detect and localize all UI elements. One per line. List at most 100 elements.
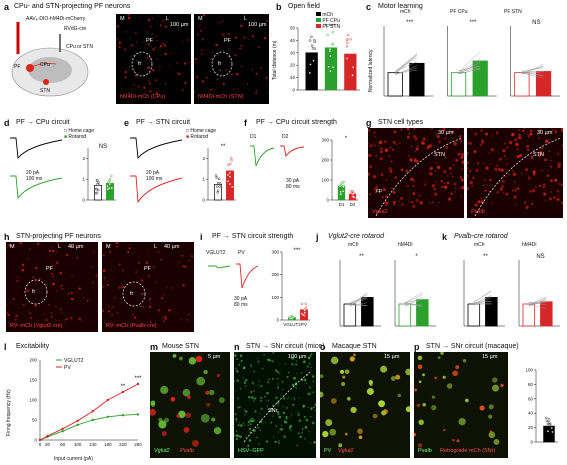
cell bbox=[200, 29, 203, 33]
data-point bbox=[352, 195, 355, 199]
y-tick-label: 40 bbox=[290, 38, 296, 43]
cell bbox=[358, 435, 363, 440]
image-caption: RV–mCh (Pvalb-cre) bbox=[106, 323, 157, 329]
cell bbox=[453, 142, 457, 146]
cell bbox=[280, 424, 283, 427]
cell bbox=[274, 369, 278, 372]
cell bbox=[461, 186, 464, 190]
cell bbox=[135, 271, 138, 273]
cell bbox=[330, 356, 339, 365]
cell bbox=[188, 259, 191, 262]
cell bbox=[551, 129, 554, 132]
cell bbox=[434, 376, 438, 380]
cell bbox=[250, 396, 254, 399]
cell bbox=[456, 439, 460, 443]
cell bbox=[45, 283, 47, 286]
cell bbox=[34, 304, 37, 307]
cell bbox=[295, 360, 298, 362]
bar bbox=[344, 53, 357, 91]
data-point bbox=[228, 182, 232, 186]
y-tick-label: 0 bbox=[276, 318, 279, 323]
cell bbox=[116, 245, 119, 248]
panel-i-scale: 30 pA 80 ms bbox=[234, 296, 248, 308]
cell bbox=[491, 202, 493, 204]
cell bbox=[201, 80, 205, 83]
cell bbox=[508, 173, 510, 176]
subject-line bbox=[349, 292, 368, 307]
cell bbox=[164, 52, 167, 56]
data-point bbox=[310, 44, 314, 47]
panel-f-d2: D2 bbox=[282, 134, 289, 140]
scale-bar-label: 30 µm bbox=[438, 130, 454, 136]
cell bbox=[133, 316, 137, 319]
scale-bar-label: 40 µm bbox=[164, 244, 180, 250]
cell bbox=[393, 130, 397, 134]
cell bbox=[368, 164, 373, 169]
cell bbox=[405, 368, 410, 376]
data-point bbox=[309, 63, 312, 66]
data-point bbox=[350, 189, 354, 193]
cell bbox=[434, 170, 437, 172]
trace bbox=[236, 263, 259, 289]
cell bbox=[467, 141, 470, 145]
y-tick-label: 200 bbox=[271, 272, 279, 277]
data-point bbox=[218, 185, 221, 188]
series-line bbox=[39, 383, 139, 441]
cell bbox=[152, 17, 154, 19]
cell bbox=[43, 314, 45, 316]
image-caption: Vglut2 bbox=[372, 209, 388, 215]
cell bbox=[460, 152, 464, 157]
cell bbox=[106, 244, 109, 247]
cell bbox=[165, 25, 168, 28]
stn-label: STN bbox=[434, 152, 445, 158]
cell bbox=[116, 25, 119, 28]
cell bbox=[257, 360, 260, 363]
bar-day1 bbox=[398, 303, 412, 327]
cell bbox=[103, 254, 105, 257]
cell bbox=[8, 244, 12, 247]
cell bbox=[178, 73, 181, 76]
cell bbox=[234, 380, 236, 383]
cell bbox=[452, 164, 455, 167]
cell bbox=[506, 163, 509, 166]
cell bbox=[429, 202, 431, 204]
cell bbox=[164, 317, 167, 320]
cell bbox=[505, 158, 508, 160]
cell bbox=[257, 426, 259, 429]
cell bbox=[489, 163, 491, 165]
cell bbox=[145, 261, 149, 264]
subject-line bbox=[395, 55, 418, 75]
m-label: M bbox=[106, 244, 111, 250]
cell bbox=[148, 53, 150, 56]
cell bbox=[293, 398, 296, 401]
data-point bbox=[106, 415, 110, 418]
panel-letter-d: d bbox=[4, 118, 10, 128]
bar-day2 bbox=[540, 301, 553, 327]
subject-line bbox=[521, 71, 544, 74]
cell bbox=[515, 142, 519, 147]
cell bbox=[116, 33, 118, 35]
cell bbox=[484, 132, 489, 136]
cell bbox=[372, 143, 375, 145]
bar-day2 bbox=[409, 62, 425, 97]
cell bbox=[540, 169, 543, 172]
cell bbox=[474, 203, 478, 207]
cell bbox=[495, 164, 498, 167]
cell bbox=[157, 309, 161, 312]
cell bbox=[138, 256, 140, 258]
cell bbox=[455, 365, 460, 370]
cell bbox=[259, 384, 263, 388]
cell bbox=[539, 152, 543, 156]
cell bbox=[238, 422, 240, 424]
cell bbox=[155, 92, 158, 95]
data-point bbox=[216, 185, 219, 188]
cell bbox=[59, 319, 61, 322]
cell bbox=[277, 377, 279, 380]
cell bbox=[312, 391, 315, 394]
cell bbox=[251, 68, 254, 71]
cell bbox=[235, 434, 238, 436]
cell bbox=[556, 198, 560, 201]
panel-d-chart: 0 1 2 NS bbox=[82, 144, 116, 203]
cell bbox=[379, 147, 383, 151]
cell bbox=[483, 190, 486, 192]
